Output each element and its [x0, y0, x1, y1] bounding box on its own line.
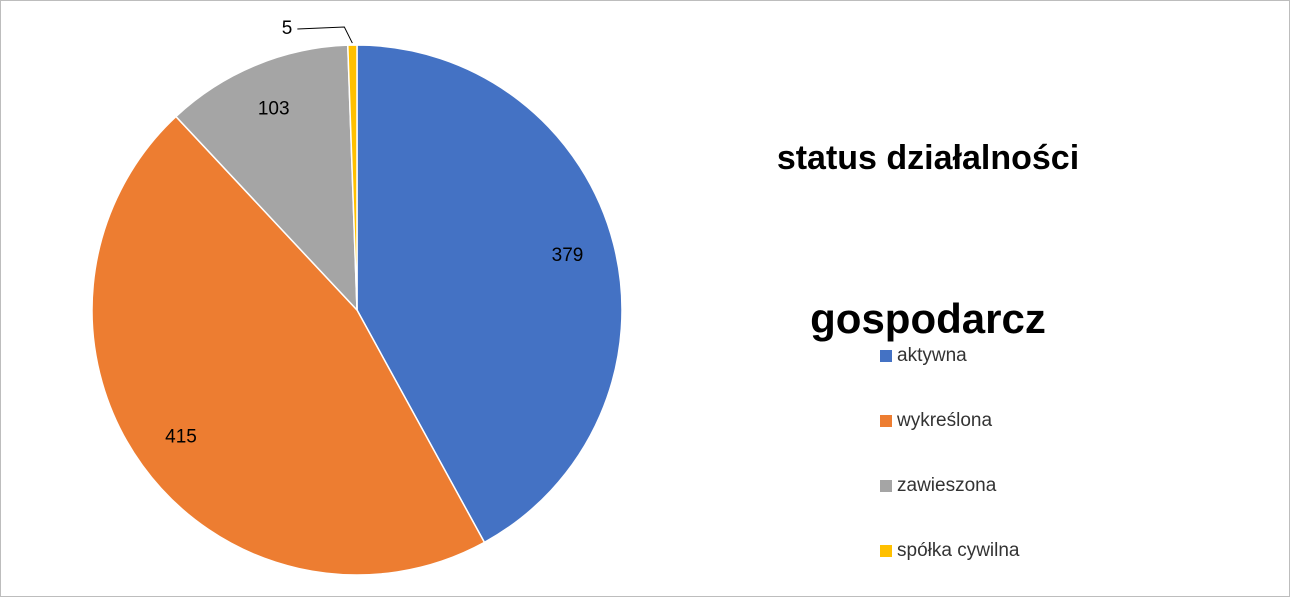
legend-label: zawieszona — [897, 475, 997, 496]
legend-swatch — [880, 350, 892, 362]
pie-slice — [174, 44, 358, 312]
chart-title: status działalności — [777, 139, 1079, 177]
pie-slice — [356, 44, 623, 544]
legend-label: aktywna — [897, 345, 967, 366]
legend-swatch — [880, 415, 892, 427]
data-label: 103 — [258, 98, 290, 119]
chart-title: gospodarcz — [810, 295, 1046, 342]
data-label: 415 — [165, 426, 197, 447]
data-label: 379 — [552, 245, 584, 266]
legend-label: spółka cywilna — [897, 540, 1020, 561]
pie-slice — [91, 115, 486, 576]
legend-label: wykreślona — [896, 410, 992, 431]
legend-swatch — [880, 480, 892, 492]
legend-swatch — [880, 545, 892, 557]
pie-slice — [346, 44, 358, 311]
leader-line — [297, 26, 353, 44]
data-label: 5 — [282, 18, 293, 39]
